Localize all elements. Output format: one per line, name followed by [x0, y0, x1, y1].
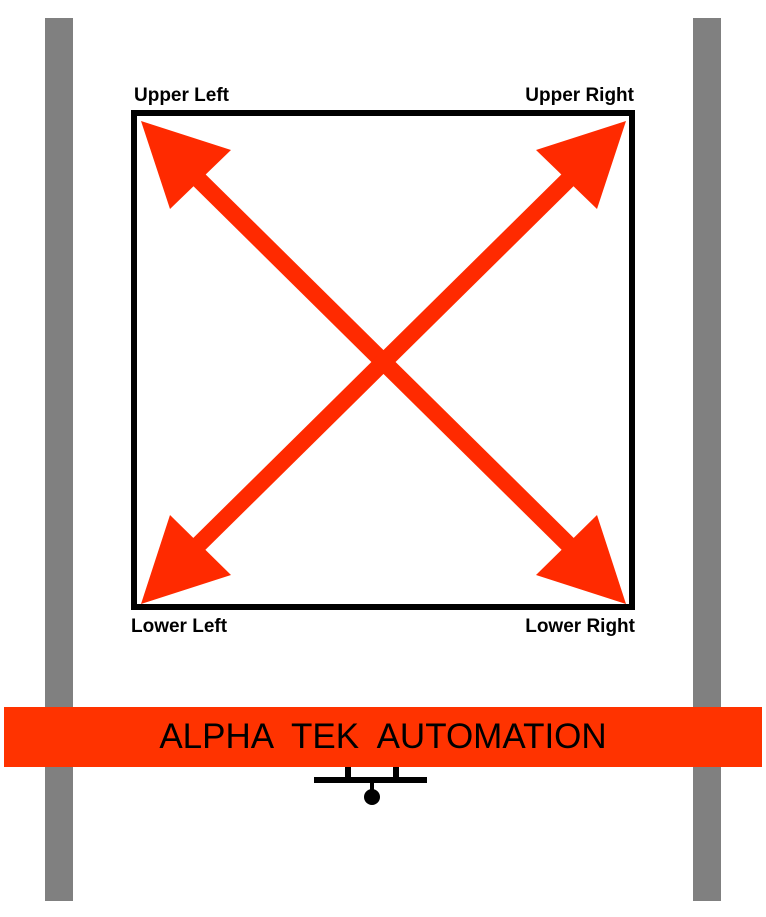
connector-dot: [364, 789, 380, 805]
arrowhead-upper-right: [536, 121, 626, 209]
label-lower-left: Lower Left: [131, 616, 228, 637]
label-lower-right: Lower Right: [525, 616, 635, 637]
label-upper-right: Upper Right: [525, 85, 634, 106]
arrowhead-lower-left: [141, 515, 231, 604]
banner-title: ALPHA TEK AUTOMATION: [159, 717, 607, 756]
square-frame: [131, 110, 635, 610]
banner-bar: [4, 707, 762, 767]
arrowhead-upper-left: [141, 121, 231, 209]
arrowhead-lower-right: [536, 515, 626, 604]
label-upper-left: Upper Left: [134, 85, 229, 106]
banner: ALPHA TEK AUTOMATION: [4, 707, 762, 767]
diagonal-arrow-ur-ll: [141, 121, 626, 604]
connector-symbol: [314, 767, 427, 805]
